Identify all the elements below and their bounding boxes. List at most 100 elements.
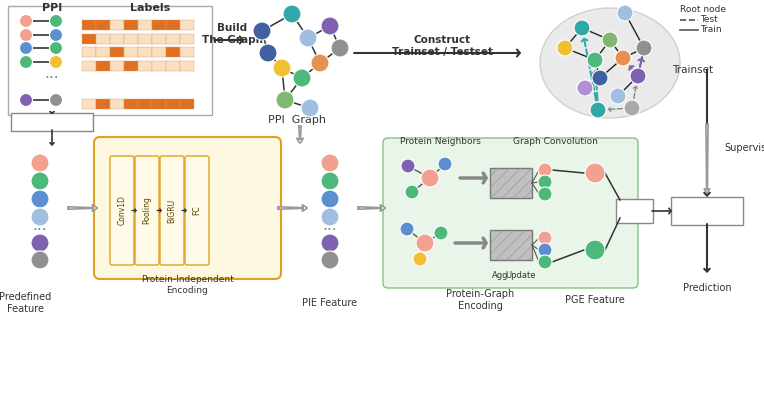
Text: ···: ···: [322, 222, 338, 237]
Circle shape: [20, 56, 33, 69]
Text: Graph Convolution: Graph Convolution: [513, 137, 597, 145]
Bar: [138, 99, 151, 109]
Circle shape: [31, 172, 49, 190]
Circle shape: [20, 41, 33, 54]
Text: Test: Test: [700, 15, 717, 25]
Text: Protein-Graph
Encoding: Protein-Graph Encoding: [446, 289, 514, 311]
Circle shape: [592, 70, 608, 86]
Bar: [490, 230, 532, 260]
Circle shape: [602, 32, 618, 48]
Circle shape: [577, 80, 593, 96]
Circle shape: [636, 40, 652, 56]
Bar: [166, 61, 180, 71]
Bar: [124, 20, 138, 30]
Circle shape: [615, 50, 631, 66]
FancyBboxPatch shape: [160, 156, 184, 265]
Circle shape: [321, 234, 339, 252]
Circle shape: [405, 185, 419, 199]
Bar: [138, 47, 151, 57]
Circle shape: [610, 88, 626, 104]
Circle shape: [311, 54, 329, 72]
Circle shape: [421, 169, 439, 187]
Circle shape: [538, 187, 552, 201]
Circle shape: [50, 15, 63, 28]
Text: MUL: MUL: [621, 206, 647, 216]
Bar: [166, 34, 180, 44]
Bar: [96, 20, 109, 30]
Circle shape: [253, 22, 271, 40]
Circle shape: [538, 163, 552, 177]
Bar: [180, 99, 193, 109]
Text: Agg: Agg: [492, 270, 508, 280]
Bar: [180, 61, 193, 71]
Circle shape: [538, 175, 552, 189]
Circle shape: [557, 40, 573, 56]
Text: Pooling: Pooling: [143, 196, 151, 224]
Text: Predefined
Feature: Predefined Feature: [0, 292, 51, 314]
Circle shape: [273, 59, 291, 77]
Circle shape: [293, 69, 311, 87]
Circle shape: [31, 234, 49, 252]
Bar: [152, 34, 166, 44]
Bar: [138, 34, 151, 44]
Circle shape: [321, 154, 339, 172]
Bar: [138, 61, 151, 71]
Circle shape: [50, 28, 63, 41]
Text: PPI: PPI: [42, 3, 62, 13]
Bar: [166, 20, 180, 30]
Circle shape: [538, 243, 552, 257]
Bar: [110, 34, 124, 44]
Bar: [110, 61, 124, 71]
Bar: [82, 99, 96, 109]
Bar: [490, 168, 532, 198]
Text: Root node: Root node: [680, 5, 726, 15]
FancyBboxPatch shape: [185, 156, 209, 265]
Bar: [152, 20, 166, 30]
Circle shape: [50, 56, 63, 69]
Circle shape: [31, 154, 49, 172]
Bar: [124, 47, 138, 57]
FancyBboxPatch shape: [11, 113, 93, 131]
FancyBboxPatch shape: [135, 156, 159, 265]
Text: Trainset: Trainset: [672, 65, 713, 75]
Bar: [490, 168, 532, 198]
Circle shape: [438, 157, 452, 171]
Bar: [110, 20, 124, 30]
Bar: [124, 61, 138, 71]
Text: The Graph: The Graph: [202, 35, 263, 45]
Circle shape: [538, 255, 552, 269]
Text: ···: ···: [33, 222, 47, 237]
Text: Train: Train: [700, 25, 722, 35]
Bar: [82, 47, 96, 57]
Circle shape: [321, 172, 339, 190]
Text: PIE Feature: PIE Feature: [303, 298, 358, 308]
Text: Construct: Construct: [413, 35, 471, 45]
Bar: [166, 99, 180, 109]
Bar: [96, 47, 109, 57]
Text: Labels: Labels: [130, 3, 170, 13]
Circle shape: [574, 20, 590, 36]
Bar: [152, 61, 166, 71]
Bar: [138, 20, 151, 30]
FancyBboxPatch shape: [616, 199, 653, 223]
Bar: [110, 99, 124, 109]
Circle shape: [401, 159, 415, 173]
Circle shape: [31, 251, 49, 269]
Circle shape: [283, 5, 301, 23]
Text: Protein Neighbors: Protein Neighbors: [400, 137, 481, 145]
Circle shape: [400, 222, 414, 236]
Circle shape: [413, 252, 427, 266]
Bar: [124, 34, 138, 44]
Circle shape: [538, 231, 552, 245]
Bar: [180, 20, 193, 30]
Circle shape: [321, 208, 339, 226]
Bar: [124, 99, 138, 109]
Circle shape: [20, 15, 33, 28]
Text: PPI  Graph: PPI Graph: [268, 115, 326, 125]
Circle shape: [331, 39, 349, 57]
FancyBboxPatch shape: [383, 138, 638, 288]
Ellipse shape: [540, 8, 680, 118]
Circle shape: [434, 226, 448, 240]
Bar: [82, 34, 96, 44]
Text: Trainset / Testset: Trainset / Testset: [391, 47, 493, 57]
